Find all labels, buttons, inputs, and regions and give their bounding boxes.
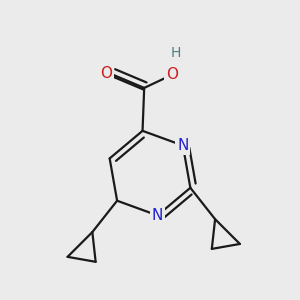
Text: O: O [100, 65, 112, 80]
Text: N: N [177, 138, 189, 153]
Text: H: H [170, 46, 181, 60]
Text: O: O [166, 67, 178, 82]
Text: N: N [152, 208, 163, 223]
